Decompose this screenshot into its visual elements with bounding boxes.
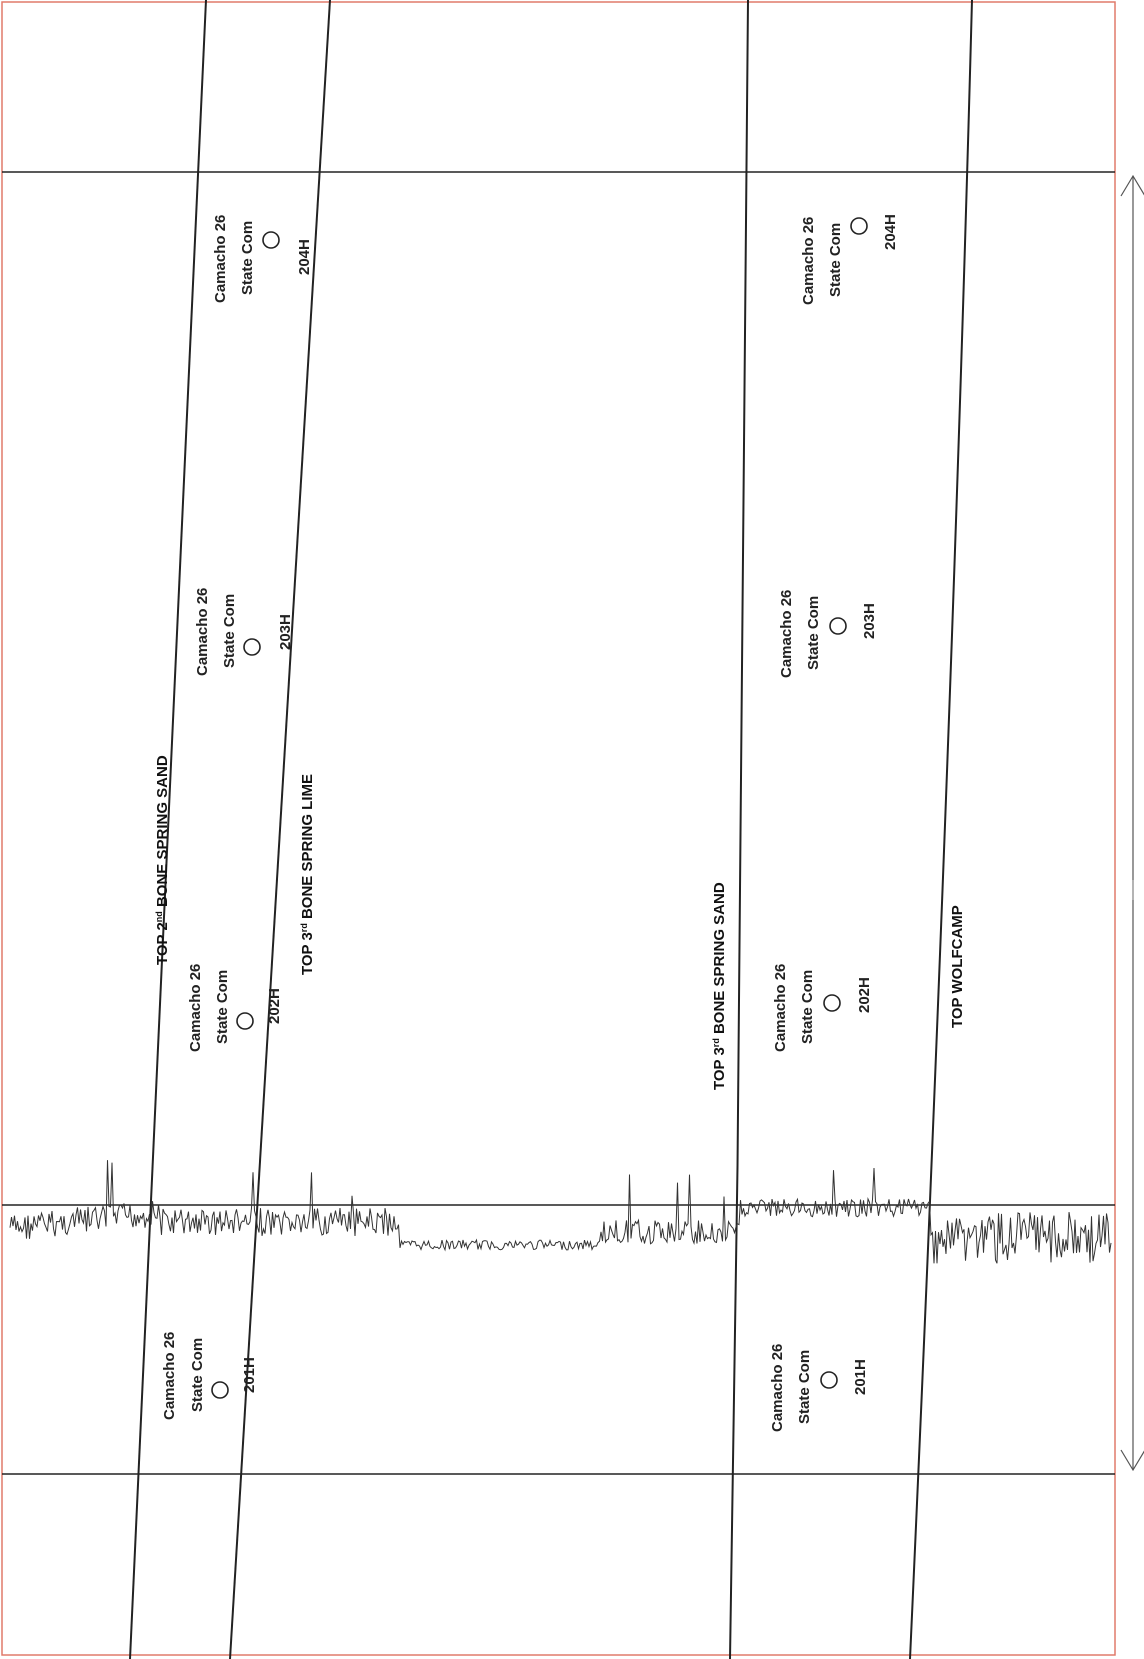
svg-text:State Com: State Com — [239, 221, 256, 295]
well-label-lower-204h: Camacho 26 State Com 204H — [800, 214, 899, 305]
well-symbol-circle — [850, 217, 868, 235]
page-border — [1, 1, 1116, 1656]
svg-text:201H: 201H — [241, 1357, 258, 1393]
formation-line-top-wolfcamp — [909, 0, 973, 1659]
formation-label-top-3rd-bone-spring-lime: TOP 3rd BONE SPRING LIME — [299, 774, 316, 975]
formation-line-top-3rd-bone-spring-lime — [229, 0, 331, 1659]
well-label-upper-202h: Camacho 26 State Com 202H — [187, 964, 283, 1052]
svg-text:204H: 204H — [296, 239, 313, 275]
well-label-lower-203h: Camacho 26 State Com 203H — [778, 590, 878, 678]
well-symbol-circle — [823, 994, 841, 1012]
svg-text:State Com: State Com — [221, 594, 238, 668]
well-symbol-circle — [262, 231, 280, 249]
well-log-trace — [9, 1160, 1112, 1264]
well-label-upper-204h: Camacho 26 State Com 204H — [212, 215, 313, 303]
svg-text:Camacho 26: Camacho 26 — [778, 590, 795, 678]
well-label-upper-201h: Camacho 26 State Com 201H — [161, 1332, 258, 1420]
well-label-lower-202h: Camacho 26 State Com 202H — [772, 964, 873, 1052]
svg-text:Camacho 26: Camacho 26 — [194, 588, 211, 676]
svg-text:State Com: State Com — [827, 223, 844, 297]
well-log-curve — [9, 1160, 1112, 1264]
formation-label-top-3rd-bone-spring-sand: TOP 3rd BONE SPRING SAND — [711, 882, 728, 1090]
svg-text:Camacho 26: Camacho 26 — [161, 1332, 178, 1420]
svg-text:202H: 202H — [266, 988, 283, 1024]
svg-text:Camacho 26: Camacho 26 — [212, 215, 229, 303]
well-symbol-circle — [243, 638, 261, 656]
svg-text:State Com: State Com — [805, 596, 822, 670]
well-symbol-circle — [236, 1012, 254, 1030]
svg-text:State Com: State Com — [799, 970, 816, 1044]
svg-text:203H: 203H — [861, 603, 878, 639]
svg-text:Camacho 26: Camacho 26 — [769, 1344, 786, 1432]
svg-text:Camacho 26: Camacho 26 — [800, 217, 817, 305]
svg-text:Camacho 26: Camacho 26 — [187, 964, 204, 1052]
well-symbol-circle — [211, 1381, 229, 1399]
well-label-lower-201h: Camacho 26 State Com 201H — [769, 1344, 869, 1432]
svg-text:204H: 204H — [882, 214, 899, 250]
svg-text:203H: 203H — [277, 614, 294, 650]
svg-text:State Com: State Com — [796, 1350, 813, 1424]
dimension-arrow — [1120, 174, 1144, 1472]
svg-text:State Com: State Com — [189, 1338, 206, 1412]
well-symbol-circle — [829, 617, 847, 635]
formation-label-top-2nd-bone-spring-sand: TOP 2nd BONE SPRING SAND — [154, 755, 171, 965]
well-label-upper-203h: Camacho 26 State Com 203H — [194, 588, 294, 676]
svg-text:201H: 201H — [852, 1359, 869, 1395]
formation-line-top-3rd-bone-spring-sand — [729, 0, 749, 1659]
svg-text:Camacho 26: Camacho 26 — [772, 964, 789, 1052]
svg-text:202H: 202H — [856, 977, 873, 1013]
well-symbol-circle — [820, 1371, 838, 1389]
formation-label-top-wolfcamp: TOP WOLFCAMP — [949, 905, 966, 1028]
svg-text:State Com: State Com — [214, 970, 231, 1044]
